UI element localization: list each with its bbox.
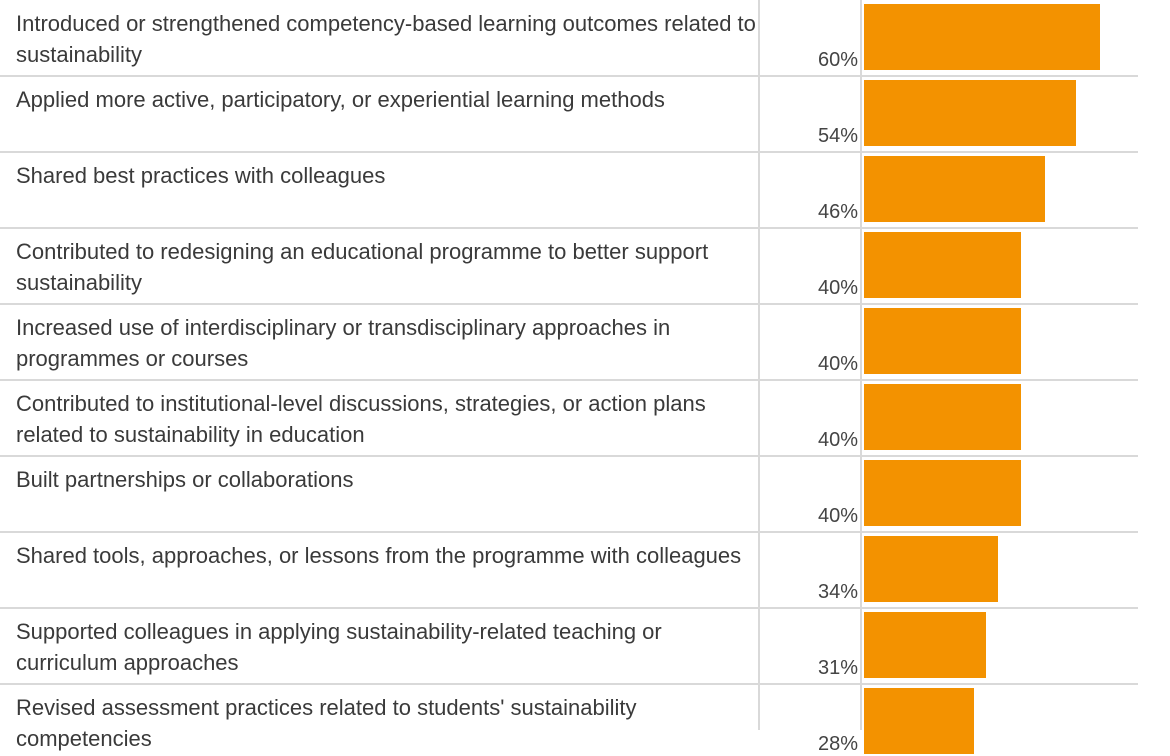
value-label: 28% [817, 733, 858, 755]
value-label: 46% [817, 201, 858, 223]
category-label: Contributed to redesigning an educationa… [16, 239, 709, 295]
bar [864, 156, 1045, 222]
row-divider [0, 607, 1138, 609]
category-label: Introduced or strengthened competency-ba… [16, 11, 756, 67]
row-divider [0, 455, 1138, 457]
column-divider [860, 0, 862, 730]
row-divider [0, 683, 1138, 685]
bar [864, 460, 1021, 526]
value-label: 40% [817, 429, 858, 451]
column-divider [758, 0, 760, 730]
row-divider [0, 303, 1138, 305]
category-label: Applied more active, participatory, or e… [16, 87, 665, 112]
bar [864, 308, 1021, 374]
bar [864, 688, 974, 754]
category-label: Supported colleagues in applying sustain… [16, 619, 662, 675]
value-label: 31% [817, 657, 858, 679]
bar [864, 612, 986, 678]
row-divider [0, 151, 1138, 153]
row-divider [0, 379, 1138, 381]
value-label: 40% [817, 353, 858, 375]
value-label: 40% [817, 277, 858, 299]
category-label: Shared tools, approaches, or lessons fro… [16, 543, 742, 568]
bar [864, 536, 998, 602]
value-label: 54% [817, 125, 858, 147]
category-label: Increased use of interdisciplinary or tr… [16, 315, 671, 371]
bar [864, 232, 1021, 298]
row-divider [0, 75, 1138, 77]
category-label: Built partnerships or collaborations [16, 467, 354, 492]
row-divider [0, 227, 1138, 229]
category-label: Shared best practices with colleagues [16, 163, 386, 188]
category-label: Contributed to institutional-level discu… [16, 391, 706, 447]
value-label: 40% [817, 505, 858, 527]
bar-chart: Introduced or strengthened competency-ba… [0, 0, 1138, 755]
bar [864, 80, 1076, 146]
bar [864, 4, 1100, 70]
category-label: Revised assessment practices related to … [16, 695, 637, 751]
value-label: 60% [817, 49, 858, 71]
value-label: 34% [817, 581, 858, 603]
bar [864, 384, 1021, 450]
row-divider [0, 531, 1138, 533]
